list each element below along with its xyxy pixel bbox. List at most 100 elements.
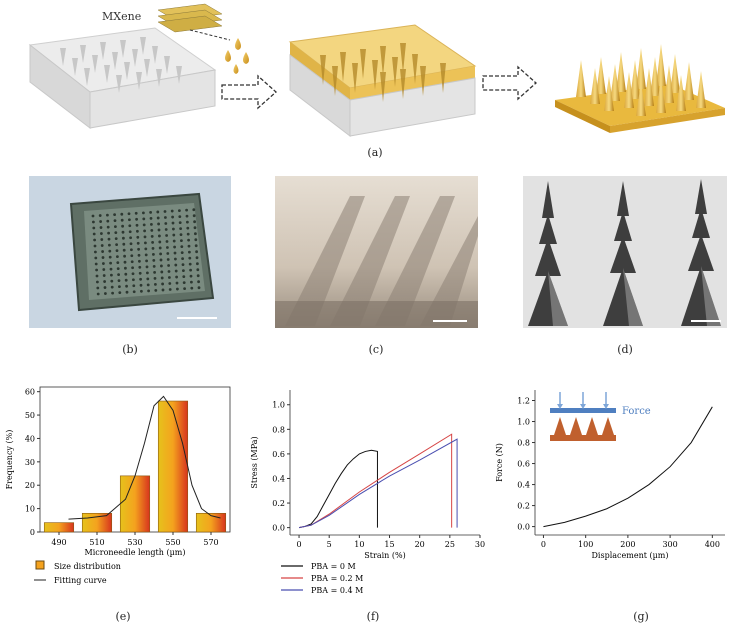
needle-dot	[139, 283, 143, 287]
photo-b	[29, 176, 231, 328]
needle-dot	[173, 245, 177, 249]
needle-dot	[172, 239, 176, 243]
needle-dot	[116, 261, 120, 265]
needle-dot	[176, 287, 179, 291]
needle-dot	[116, 255, 119, 259]
needle-dot	[172, 233, 176, 237]
needle-dot	[145, 259, 148, 263]
needle-dot	[100, 238, 104, 241]
needle-dot	[106, 219, 110, 223]
filled-mold	[288, 24, 477, 138]
mxene-sheets-icon	[157, 3, 231, 41]
needle-dot	[183, 287, 187, 290]
panel-label-d: (d)	[617, 343, 633, 356]
needle-dot	[149, 217, 153, 220]
needle-dot	[166, 258, 170, 261]
needle-dot	[180, 245, 184, 248]
x-tick-label: 300	[662, 540, 677, 549]
y-tick-label: 0.6	[517, 460, 530, 469]
needle-dot	[131, 266, 134, 270]
needle-dot	[130, 254, 134, 258]
needle-dot	[161, 288, 165, 292]
x-tick-label: 5	[327, 540, 332, 549]
needle-dot	[101, 250, 104, 253]
needle-dot	[195, 250, 199, 254]
panel-label-f: (f)	[366, 610, 380, 623]
needle-dot	[123, 260, 127, 264]
needle-dot	[120, 218, 124, 222]
needle-dot	[168, 276, 171, 279]
needle-dot	[142, 211, 145, 215]
needle-dot	[150, 223, 153, 226]
needle-dot	[158, 234, 161, 238]
needle-dot	[146, 277, 150, 281]
series-line-2	[298, 438, 458, 529]
needle-dot	[186, 232, 190, 236]
scale-bar	[691, 320, 721, 322]
needle-dot	[117, 279, 121, 283]
needle-dot	[152, 253, 155, 256]
x-axis-label: Strain (%)	[364, 551, 405, 560]
needle-dot	[94, 250, 97, 254]
needle-dot	[161, 282, 165, 286]
needle-dot	[146, 283, 150, 287]
needle-dot	[144, 241, 147, 245]
needle-dot	[160, 270, 164, 274]
needle-dot	[170, 209, 174, 213]
needle-dot	[160, 276, 164, 280]
needle-dot	[107, 237, 111, 241]
mxene-droplets-icon	[225, 38, 249, 74]
needle-dot	[159, 258, 163, 262]
needle-dot	[132, 290, 136, 294]
needle-dot	[185, 214, 189, 218]
needle-dot	[197, 286, 201, 290]
bar-490	[43, 522, 75, 533]
needle-dot	[138, 271, 142, 275]
needle-dot	[187, 238, 191, 242]
needle-dot	[129, 242, 133, 246]
needle-dot	[140, 289, 143, 293]
x-tick-label: 400	[705, 540, 720, 549]
force-arrow-head-icon	[557, 404, 563, 409]
needle-dot	[181, 263, 185, 266]
y-axis-label: Stress (MPa)	[250, 436, 259, 488]
needle-dot	[150, 229, 154, 232]
needle-dot	[108, 255, 112, 259]
y-tick-label: 0.0	[272, 524, 285, 533]
needle-dot	[192, 214, 196, 218]
needle-dot	[125, 290, 129, 294]
needle-dot-grid	[91, 208, 201, 296]
needle-dot	[174, 269, 178, 273]
y-tick-label: 1.2	[517, 397, 530, 406]
needle-dot	[116, 267, 120, 271]
needle-dot	[173, 251, 177, 255]
needle-dot	[179, 227, 183, 230]
needle-dot	[174, 257, 177, 261]
needle-dot	[175, 275, 179, 279]
needle-dot	[106, 213, 109, 217]
force-plate	[550, 408, 616, 413]
needle-dot	[129, 236, 132, 240]
needle-dot	[100, 232, 103, 235]
needle-dot	[134, 211, 138, 215]
needle-dot	[144, 253, 148, 257]
y-axis-label: Force (N)	[495, 443, 504, 482]
needle-dot	[118, 291, 122, 295]
needle-dot	[142, 217, 146, 221]
needle-dot	[128, 218, 131, 222]
needle-dot	[197, 280, 201, 284]
needle-dot	[99, 226, 103, 229]
panel-label-b: (b)	[122, 343, 138, 356]
needle-dot	[125, 284, 128, 288]
needle-dot	[180, 239, 183, 242]
needle-dot	[147, 289, 150, 293]
needle-dot	[111, 291, 114, 295]
needle-dot	[93, 244, 97, 248]
needle-dot	[138, 265, 142, 269]
needle-dot	[178, 209, 181, 212]
x-axis-label: Microneedle length (µm)	[85, 548, 186, 557]
panel-label-e: (e)	[115, 610, 131, 623]
needle-dot	[156, 210, 160, 214]
needle-dot	[196, 268, 200, 272]
x-tick-label: 490	[51, 538, 66, 547]
